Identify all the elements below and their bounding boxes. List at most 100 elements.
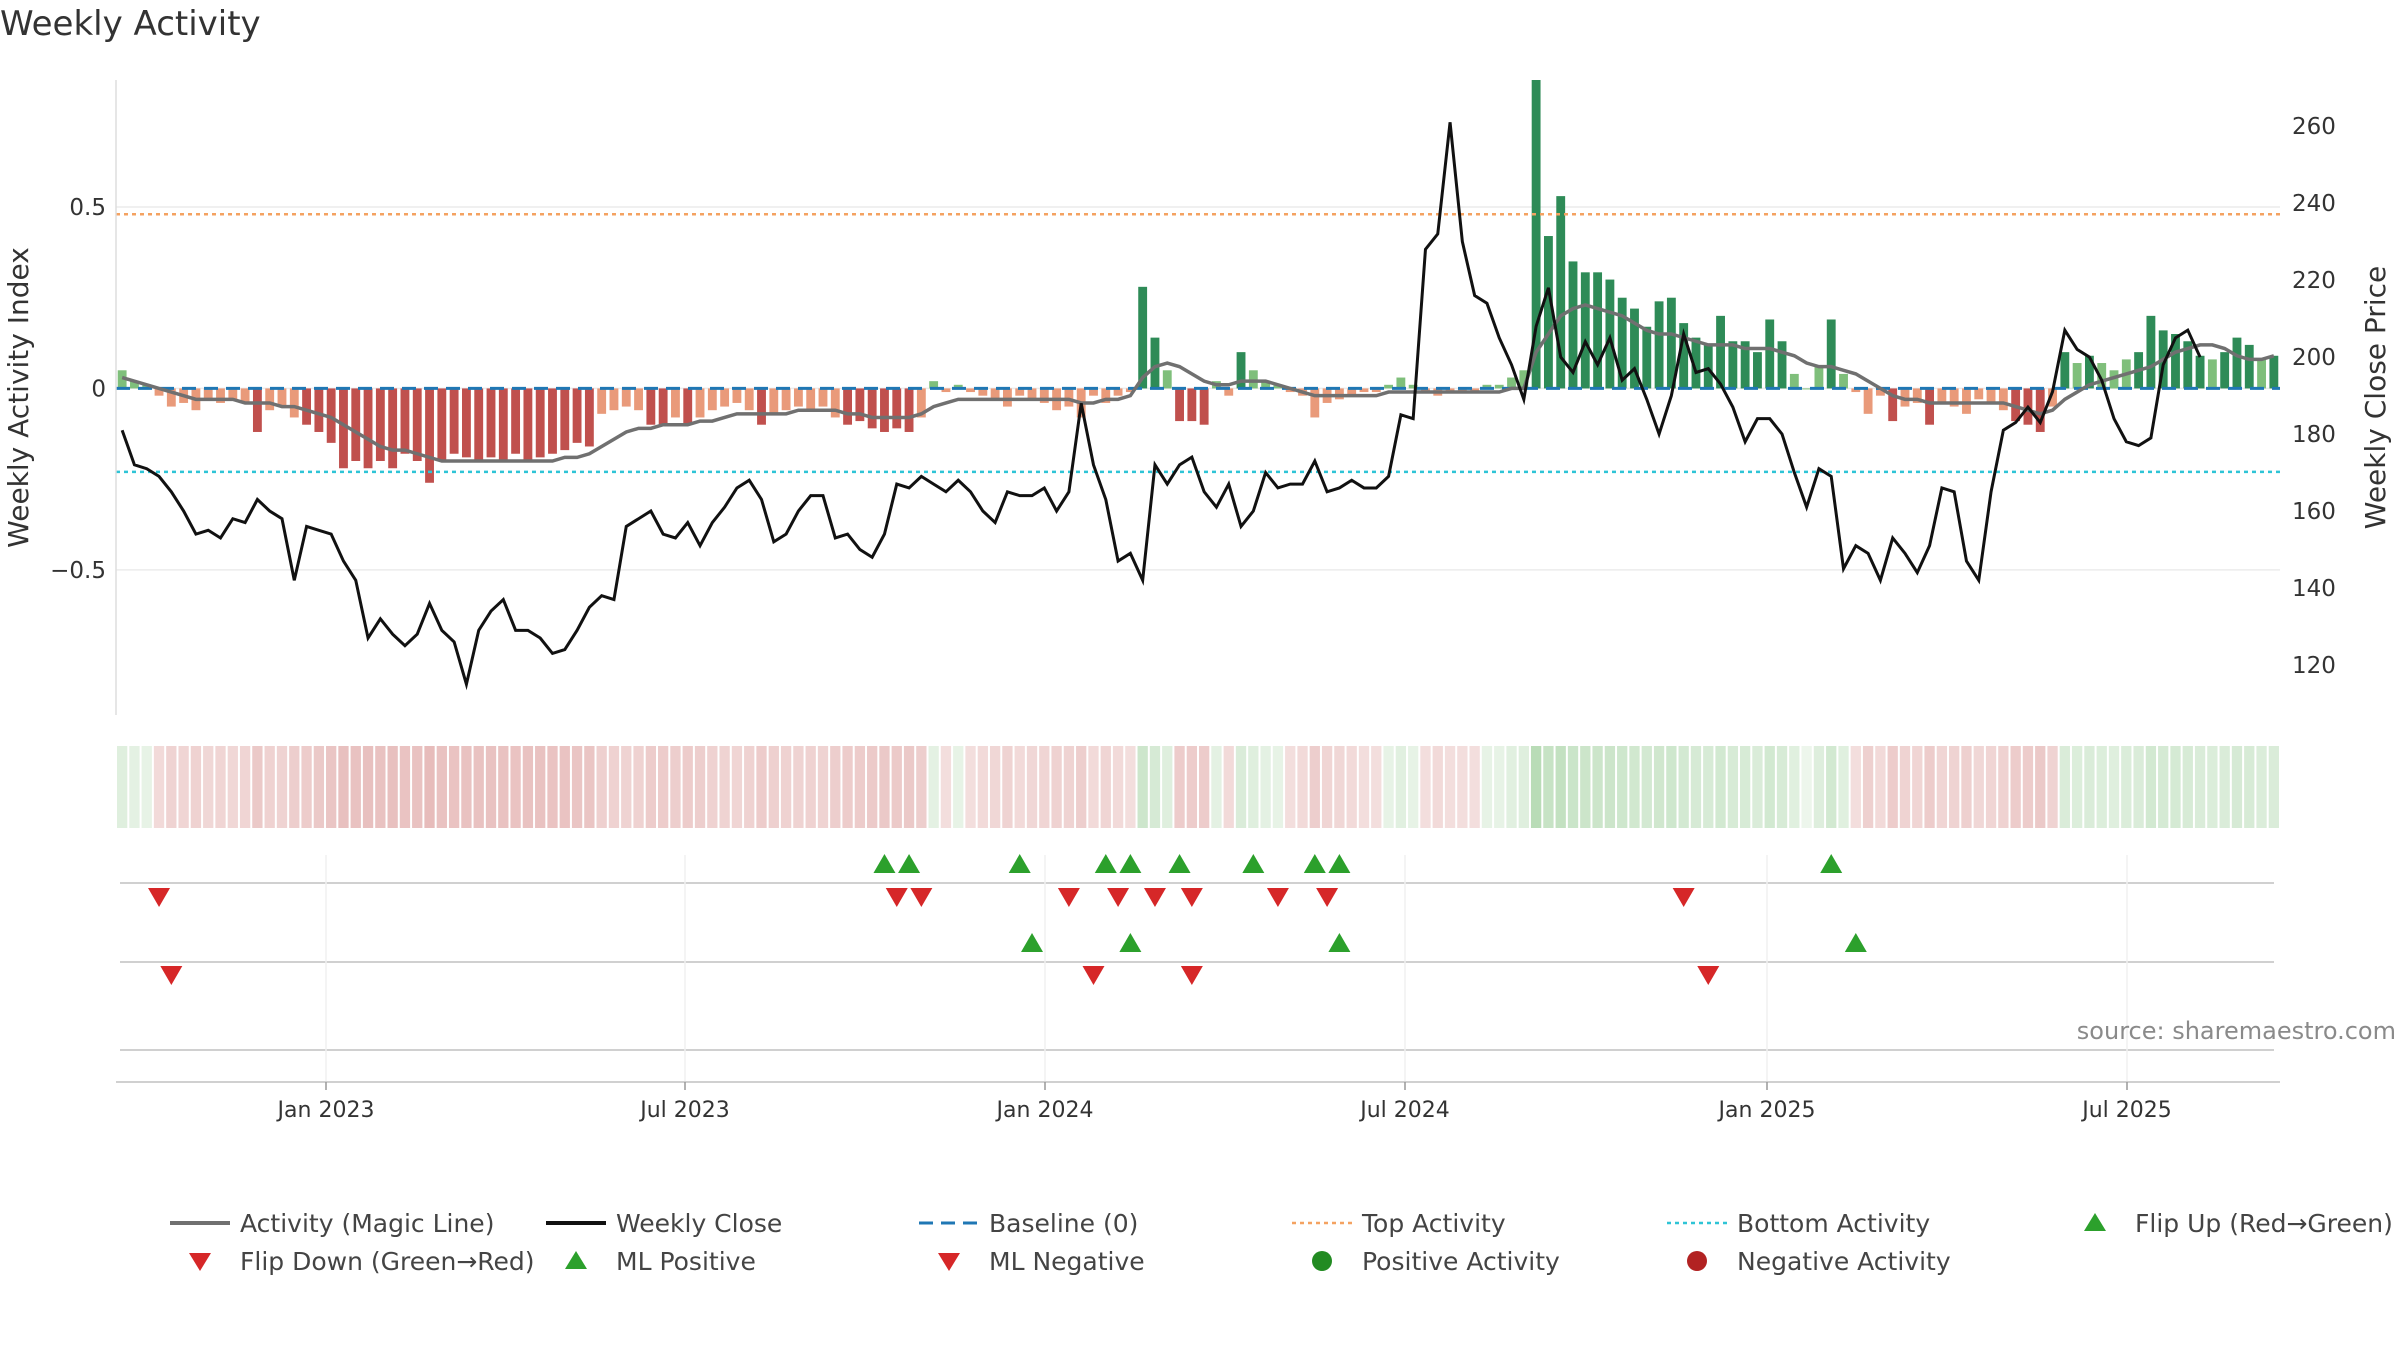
heat-cell — [1395, 746, 1407, 828]
heat-cell — [1875, 746, 1886, 828]
heat-cell — [928, 746, 939, 828]
legend-label: Baseline (0) — [989, 1208, 1139, 1238]
activity-bar — [818, 388, 828, 407]
activity-bar — [265, 388, 275, 411]
activity-bar — [720, 388, 730, 407]
heat-cell — [276, 746, 288, 828]
activity-bar — [1101, 388, 1111, 403]
heat-cell — [2170, 746, 2181, 828]
heat-cell — [1125, 746, 1136, 828]
heat-cell — [1592, 746, 1603, 828]
x-tick-label: Jul 2025 — [2080, 1098, 2172, 1123]
flip-up-marker — [1094, 854, 1117, 873]
legend-item: Activity (Magic Line) — [168, 1204, 494, 1242]
activity-bar — [1962, 388, 1971, 414]
axes: 0.5 0 −0.5 260 240 220 200 180 160 140 120 Weekly A… — [2, 80, 2392, 715]
activity-bar — [2244, 344, 2254, 389]
activity-bar — [1027, 388, 1037, 400]
heat-cell — [989, 746, 1001, 828]
legend-tri-up-icon — [544, 1242, 610, 1280]
heat-cell — [1740, 746, 1751, 828]
heat-cell — [1949, 746, 1960, 828]
heat-cell — [1641, 746, 1652, 828]
activity-bar — [1150, 337, 1160, 389]
heat-cell — [719, 746, 730, 828]
activity-bar — [1138, 286, 1148, 389]
heat-cell — [1580, 746, 1591, 828]
heat-cell — [1494, 746, 1505, 828]
heat-cell — [1358, 746, 1370, 828]
heat-cell — [1014, 746, 1025, 828]
heat-cell — [2047, 746, 2058, 828]
activity-bar — [2060, 352, 2070, 389]
heat-cell — [2219, 746, 2230, 828]
heat-cell — [2035, 746, 2046, 828]
heat-cell — [1998, 746, 2009, 828]
activity-bar — [1002, 388, 1012, 407]
y-right-tick-label: 220 — [2292, 268, 2336, 294]
weekly-close-line — [120, 122, 2202, 691]
heat-cell — [1235, 746, 1247, 828]
activity-heatstrip — [117, 746, 2279, 828]
heat-cell — [117, 746, 128, 828]
heat-cell — [1555, 746, 1566, 828]
activity-bar — [449, 388, 459, 454]
legend: Activity (Magic Line) Weekly Close Baselin… — [0, 1204, 2400, 1294]
ml-positive-marker — [1328, 933, 1351, 952]
activity-bar — [154, 388, 164, 396]
activity-bars — [117, 80, 2279, 483]
activity-bar — [990, 388, 1000, 400]
activity-bar — [1494, 384, 1504, 389]
activity-bar — [2183, 341, 2193, 389]
heat-cell — [658, 746, 669, 828]
flip-up-marker — [1119, 854, 1142, 873]
y-right-tick-label: 260 — [2292, 114, 2336, 140]
heat-cell — [1567, 746, 1579, 828]
activity-bar — [560, 388, 570, 451]
activity-bar — [793, 388, 803, 407]
activity-bar — [1236, 352, 1246, 389]
heat-cell — [768, 746, 779, 828]
activity-bar — [1359, 388, 1369, 393]
activity-bar — [203, 388, 213, 400]
ml-positive-marker — [1844, 933, 1867, 952]
legend-item: ML Positive — [544, 1242, 756, 1280]
heat-cell — [338, 746, 349, 828]
heat-cell — [203, 746, 214, 828]
activity-bar — [1666, 297, 1676, 389]
heat-cell — [793, 746, 804, 828]
heat-cell — [1432, 746, 1443, 828]
activity-bar — [1925, 388, 1935, 425]
heat-cell — [535, 746, 546, 828]
activity-bar — [843, 388, 853, 425]
heat-cell — [2022, 746, 2034, 828]
activity-bar — [1949, 388, 1959, 407]
heat-cell — [670, 746, 681, 828]
heat-cell — [1297, 746, 1308, 828]
heat-cell — [1223, 746, 1234, 828]
heat-cell — [461, 746, 472, 828]
activity-bar — [277, 388, 287, 407]
activity-bar — [880, 388, 889, 432]
activity-bar — [1199, 388, 1209, 425]
heat-cell — [2059, 746, 2070, 828]
y-tick-label: 0 — [91, 376, 106, 402]
activity-bar — [1089, 388, 1098, 396]
heat-cell — [190, 746, 202, 828]
heat-cell — [584, 746, 595, 828]
flip-down-marker — [1672, 888, 1695, 907]
heat-cell — [510, 746, 521, 828]
legend-item: Flip Down (Green→Red) — [168, 1242, 535, 1280]
activity-bar — [388, 388, 398, 469]
heat-cell — [1801, 746, 1812, 828]
flip-down-marker — [885, 888, 908, 907]
heat-cell — [621, 746, 632, 828]
activity-bar — [1248, 370, 1258, 389]
activity-bar — [1015, 388, 1025, 396]
heat-cell — [448, 746, 460, 828]
heat-cell — [1924, 746, 1935, 828]
flip-down-marker — [1180, 888, 1203, 907]
x-tick-label: Jul 2023 — [638, 1098, 730, 1123]
heat-cell — [424, 746, 435, 828]
heat-cell — [166, 746, 177, 828]
